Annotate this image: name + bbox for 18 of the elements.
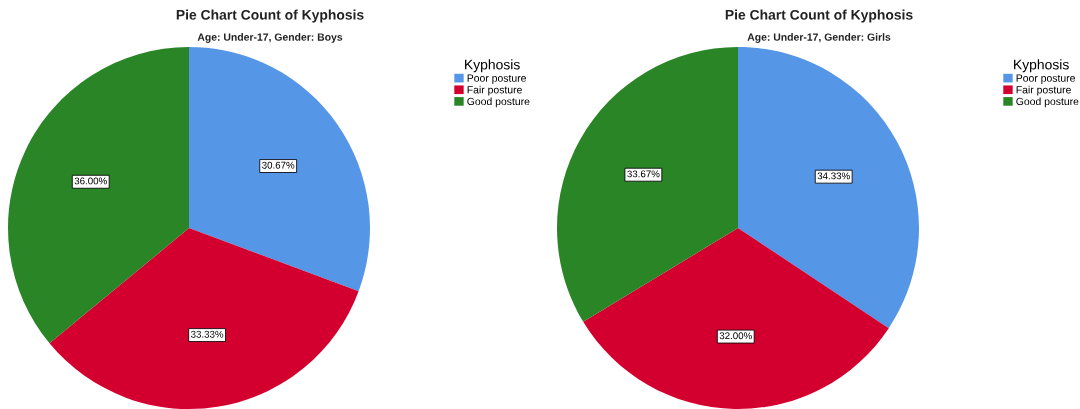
chart-subtitle: Age: Under-17, Gender: Boys: [197, 33, 343, 43]
legend-label: Poor posture: [1016, 74, 1075, 84]
legend-title: Kyphosis: [465, 59, 520, 73]
data-label: 34.33%: [817, 172, 850, 180]
legend-title: Kyphosis: [1014, 59, 1069, 73]
legend-label: Good posture: [1016, 97, 1079, 108]
legend-label: Poor posture: [467, 74, 526, 84]
legend-label: Good posture: [467, 97, 530, 108]
data-label: 36.00%: [74, 177, 107, 185]
chart-subtitle: Age: Under-17, Gender: Girls: [747, 33, 891, 43]
legend-label: Fair posture: [467, 85, 522, 96]
chart-title: Pie Chart Count of Kyphosis: [176, 9, 364, 23]
data-label: 32.00%: [719, 332, 752, 340]
data-label: 33.67%: [627, 170, 660, 178]
data-label: 30.67%: [262, 161, 295, 169]
chart-title: Pie Chart Count of Kyphosis: [725, 9, 913, 23]
data-label: 33.33%: [190, 330, 224, 338]
legend-label: Fair posture: [1016, 85, 1071, 96]
